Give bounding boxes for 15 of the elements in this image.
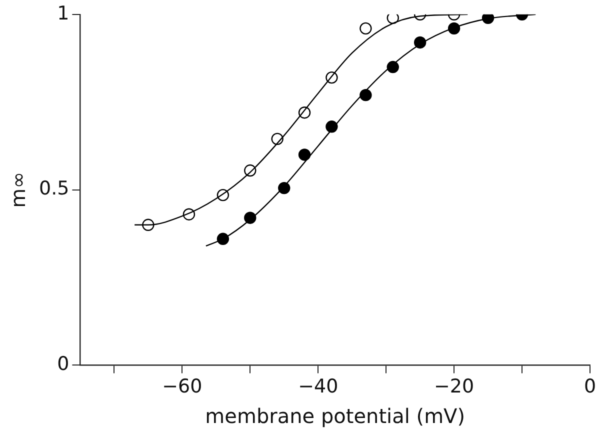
line-series [205,14,536,247]
point [482,14,494,24]
x-axis-title: membrane potential (mV) [205,404,466,428]
y-tick-label: 0 [57,353,70,376]
y-tick-label: 1 [57,2,70,24]
y-axis-title: m∞ [6,172,30,208]
y-tick-label: 0.5 [39,178,70,200]
point [298,148,311,161]
point [360,22,372,35]
point [360,88,372,102]
x-tick-label: −20 [434,376,474,398]
x-tick-label: −40 [298,376,338,398]
x-tick-label: 0 [584,376,596,398]
x-tick-label: −60 [162,376,202,398]
point [386,14,399,24]
